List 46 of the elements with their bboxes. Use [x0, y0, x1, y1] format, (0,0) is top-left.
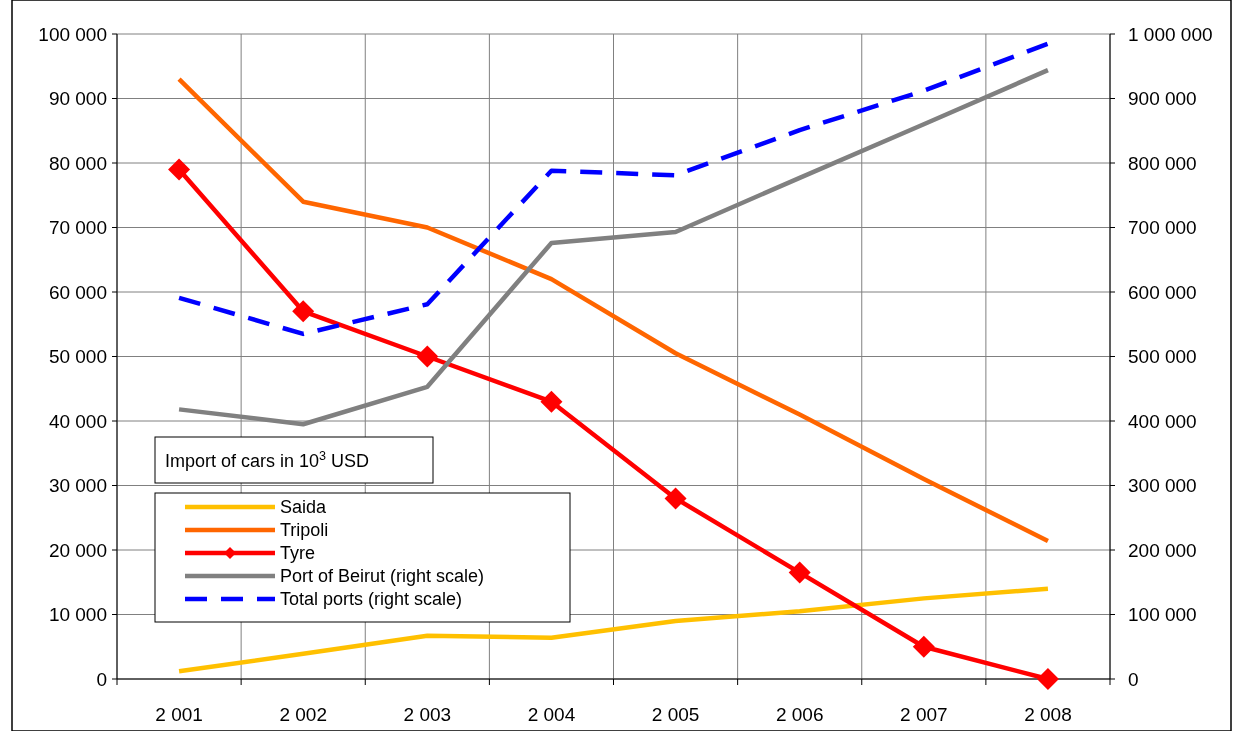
y-tick-label: 40 000 — [48, 410, 107, 432]
y2-tick-label: 800 000 — [1128, 152, 1197, 174]
y2-tick-label: 500 000 — [1128, 346, 1197, 368]
y-tick-label: 60 000 — [48, 281, 107, 303]
legend-label: Tripoli — [280, 520, 329, 541]
point — [168, 158, 191, 181]
x-tick-label: 2 001 — [155, 704, 203, 725]
y-tick-label: 10 000 — [48, 604, 107, 626]
y-tick-label: 0 — [96, 668, 107, 690]
y2-tick-label: 600 000 — [1128, 281, 1197, 303]
legend-label: Saida — [280, 497, 328, 518]
x-tick-label: 2 005 — [651, 704, 700, 725]
legend-label: Total ports (right scale) — [280, 589, 463, 610]
point — [416, 345, 439, 368]
y-tick-label: 90 000 — [48, 88, 107, 110]
line-series — [176, 586, 1051, 674]
y2-tick-label: 0 — [1128, 668, 1139, 690]
point — [788, 561, 811, 584]
y-tick-label: 100 000 — [38, 23, 107, 45]
y2-tick-label: 200 000 — [1128, 539, 1197, 561]
x-tick-label: 2 006 — [775, 704, 824, 725]
y2-tick-label: 100 000 — [1128, 604, 1197, 626]
y2-tick-label: 1 000 000 — [1128, 23, 1213, 45]
y-tick-label: 70 000 — [48, 217, 107, 239]
point — [540, 390, 563, 413]
point — [664, 487, 687, 510]
x-tick-label: 2 008 — [1024, 704, 1072, 725]
y-tick-label: 50 000 — [48, 346, 107, 368]
x-tick-label: 2 004 — [527, 704, 576, 725]
legend-label: Port of Beirut (right scale) — [280, 566, 485, 587]
y2-tick-label: 400 000 — [1128, 410, 1197, 432]
x-tick-label: 2 002 — [279, 704, 327, 725]
annotation: Import of cars in 10$^{3}$ USD — [165, 449, 370, 471]
y2-tick-label: 300 000 — [1128, 475, 1197, 497]
point — [1036, 668, 1059, 690]
line-series — [176, 41, 1051, 337]
y2-tick-label: 900 000 — [1128, 88, 1197, 110]
x-tick-label: 2 003 — [403, 704, 452, 725]
x-tick-label: 2 007 — [900, 704, 948, 725]
point — [292, 300, 315, 323]
y-tick-label: 30 000 — [48, 475, 107, 497]
y-tick-label: 80 000 — [48, 152, 107, 174]
legend-label: Tyre — [280, 543, 316, 564]
y-tick-label: 20 000 — [48, 539, 107, 561]
y2-tick-label: 700 000 — [1128, 217, 1197, 239]
point — [912, 635, 935, 658]
